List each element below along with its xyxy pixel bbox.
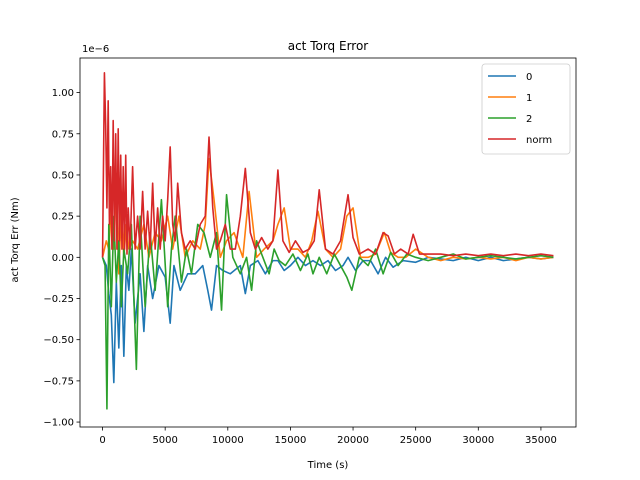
y-tick-label: −0.75 bbox=[43, 376, 74, 387]
x-tick-label: 10000 bbox=[212, 435, 244, 446]
x-axis-label: Time (s) bbox=[307, 460, 349, 471]
legend-label-norm: norm bbox=[526, 135, 552, 146]
axes-layer: 0 5000 10000 15000 20000 25000 30000 35000 −1.00… bbox=[43, 57, 577, 446]
series-line-norm bbox=[101, 72, 554, 258]
y-tick-label: 0.50 bbox=[52, 170, 74, 181]
y-tick-label: 0.25 bbox=[52, 212, 74, 223]
chart-title: act Torq Error bbox=[288, 39, 369, 53]
y-tick-label: −1.00 bbox=[43, 418, 74, 429]
legend-label-2: 2 bbox=[526, 114, 532, 125]
y-tick-label: −0.50 bbox=[43, 335, 74, 346]
y-tick-label: 1.00 bbox=[52, 88, 74, 99]
plot-frame bbox=[79, 57, 577, 428]
x-tick-label: 15000 bbox=[275, 435, 307, 446]
series-line-2 bbox=[101, 193, 554, 410]
y-axis-label: act Torq Err (Nm) bbox=[10, 197, 21, 282]
x-tick-label: 0 bbox=[99, 435, 105, 446]
y-offset-text: 1e−6 bbox=[82, 44, 109, 55]
y-tick-label: 0.75 bbox=[52, 129, 74, 140]
y-tick-label: −0.25 bbox=[43, 294, 74, 305]
x-tick-label: 30000 bbox=[462, 435, 494, 446]
x-tick-label: 35000 bbox=[525, 435, 557, 446]
legend: 0 1 2 norm bbox=[481, 63, 571, 155]
legend-label-1: 1 bbox=[526, 93, 532, 104]
x-tick-label: 20000 bbox=[337, 435, 369, 446]
y-tick-label: 0.00 bbox=[52, 253, 74, 264]
legend-box bbox=[481, 63, 571, 155]
series-layer bbox=[101, 72, 554, 410]
legend-label-0: 0 bbox=[526, 72, 532, 83]
x-tick-label: 5000 bbox=[152, 435, 177, 446]
x-tick-label: 25000 bbox=[400, 435, 432, 446]
